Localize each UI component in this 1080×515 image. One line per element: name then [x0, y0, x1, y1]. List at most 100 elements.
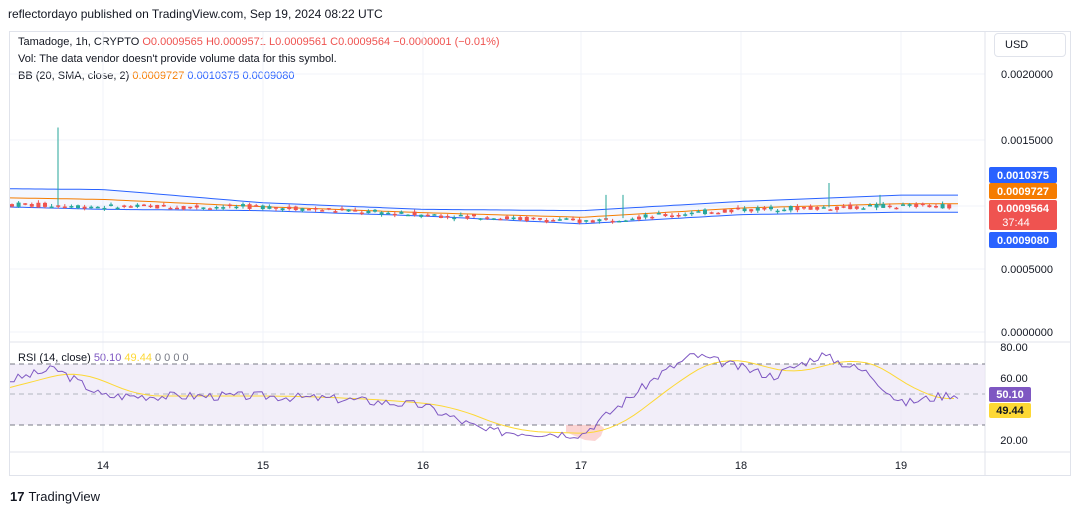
candle-body	[683, 214, 688, 216]
legend-rsi-row: RSI (14, close) 50.10 49.44 0 0 0 0	[18, 352, 189, 364]
candles-group	[10, 127, 952, 225]
candle-body	[518, 217, 523, 220]
candle-body	[703, 209, 707, 215]
candle-body	[584, 220, 589, 222]
legend-rsi-label[interactable]: RSI (14, close)	[18, 352, 91, 364]
candle-body	[894, 207, 899, 210]
legend-rsi-ma: 49.44	[124, 352, 152, 364]
legend-ohlc: O0.0009565 H0.0009571 L0.0009561 C0.0009…	[142, 36, 500, 48]
candle-body	[406, 214, 410, 217]
candle-body	[82, 206, 87, 209]
candle-body	[208, 208, 212, 210]
legend-bb-label[interactable]: BB (20, SMA, close, 2)	[18, 70, 130, 82]
candle-body	[564, 218, 569, 220]
candle-body	[326, 208, 331, 210]
candle-body	[274, 207, 278, 209]
candle-body	[511, 217, 516, 220]
candle-body	[366, 210, 371, 214]
candle-body	[254, 205, 259, 207]
candle-body	[359, 212, 364, 215]
candle-body	[399, 211, 404, 214]
footer-brand[interactable]: 17 TradingView	[10, 489, 100, 504]
candle-body	[854, 206, 859, 209]
candle-body	[643, 214, 648, 218]
time-axis-label: 16	[417, 460, 429, 472]
candle-body	[920, 203, 925, 206]
candle-body	[907, 204, 912, 206]
candle-body	[623, 220, 628, 222]
candle-body	[188, 206, 193, 209]
candle-body	[135, 204, 140, 207]
candle-body	[716, 212, 721, 215]
candle-body	[10, 204, 14, 207]
bb-upper-line	[10, 188, 958, 212]
candle-body	[201, 207, 206, 209]
candle-body	[280, 208, 285, 211]
candle-body	[795, 206, 800, 211]
legend-bb-basis: 0.0009727	[132, 70, 185, 82]
candle-body	[287, 206, 292, 210]
candle-body	[148, 205, 153, 208]
candle-body	[551, 220, 556, 222]
candle-body	[650, 216, 655, 219]
candle-body	[505, 216, 509, 220]
bb-fill-area	[10, 188, 958, 224]
candle-body	[425, 214, 430, 217]
candle-body	[102, 207, 107, 210]
candle-body	[802, 207, 806, 209]
rsi-ma-tag-text: 49.44	[996, 405, 1024, 417]
candle-body	[181, 206, 186, 210]
candle-body	[221, 207, 226, 209]
candle-body	[412, 211, 417, 216]
candle-body	[656, 213, 661, 215]
candle-body	[445, 216, 450, 218]
legend-volume: Vol: The data vendor doesn't provide vol…	[18, 53, 337, 65]
candle-body	[16, 202, 21, 207]
currency-button[interactable]: USD	[994, 33, 1066, 57]
candle-body	[95, 206, 100, 209]
candle-body	[901, 204, 905, 206]
rsi-value-tag	[989, 387, 1031, 402]
candle-body	[452, 217, 457, 220]
candle-body	[742, 208, 747, 212]
candle-body	[168, 207, 173, 210]
candle-body	[458, 214, 463, 217]
candle-body	[432, 214, 437, 216]
candle-body	[313, 208, 318, 210]
candle-body	[914, 204, 919, 207]
candle-body	[109, 204, 113, 206]
candle-body	[241, 204, 245, 207]
candle-body	[729, 209, 734, 213]
candle-body	[439, 215, 443, 219]
candle-body	[637, 216, 641, 220]
candle-body	[571, 218, 575, 221]
candle-body	[478, 218, 483, 220]
candle-body	[300, 208, 305, 211]
candle-body	[76, 205, 80, 208]
candle-body	[749, 209, 754, 212]
candle-body	[782, 209, 787, 212]
candle-body	[29, 204, 34, 207]
candle-body	[934, 206, 938, 208]
candle-body	[333, 211, 338, 213]
tradingview-logo-icon: 17	[10, 489, 25, 504]
candle-body	[122, 205, 127, 207]
candle-body	[161, 204, 166, 207]
bb-lower-line	[9, 206, 958, 225]
candle-body	[755, 207, 760, 211]
countdown-text: 37:44	[1002, 217, 1030, 229]
candle-body	[346, 209, 351, 212]
price-axis-label: 0.0020000	[1001, 69, 1053, 81]
candle-body	[557, 219, 562, 221]
time-axis-label: 17	[575, 460, 587, 472]
candle-body	[544, 220, 549, 223]
candle-body	[115, 207, 120, 210]
legend-symbol[interactable]: Tamadoge, 1h, CRYPTO	[18, 36, 140, 48]
candle-body	[689, 212, 694, 215]
last-price-tag	[989, 200, 1057, 230]
candle-body	[815, 207, 820, 210]
candle-body	[577, 219, 582, 223]
candle-body	[194, 205, 199, 208]
candle-body	[392, 213, 397, 216]
